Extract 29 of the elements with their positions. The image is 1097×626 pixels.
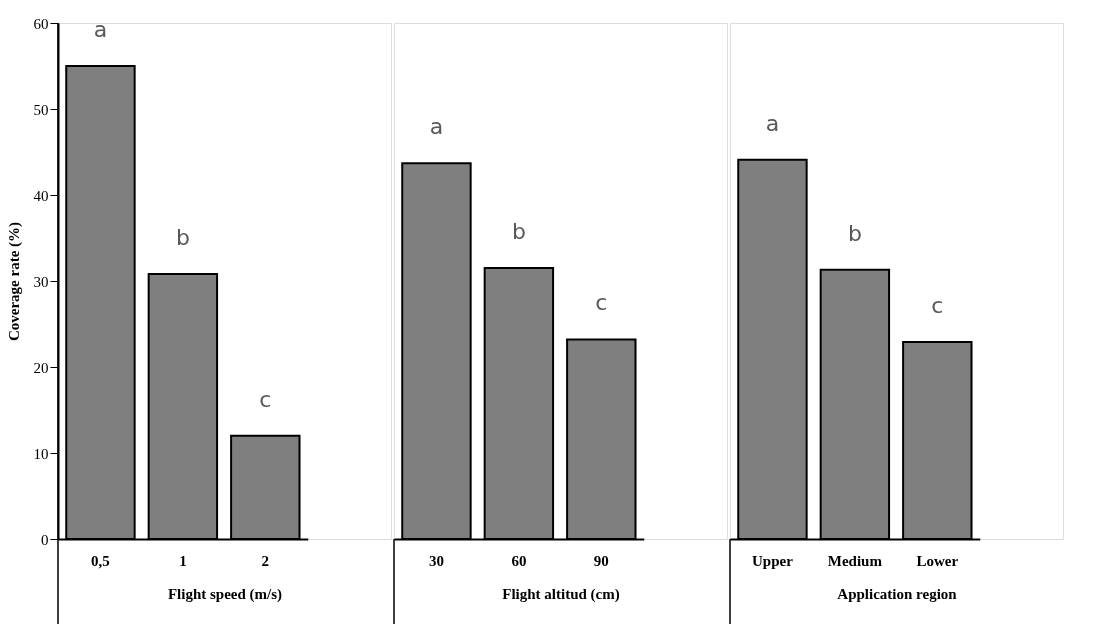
x-tick-label: 0,5 xyxy=(91,552,110,569)
y-tick-label: 30 xyxy=(33,273,49,290)
annotation: c xyxy=(931,293,944,319)
x-tick-label: 2 xyxy=(261,552,270,569)
annotation: b xyxy=(847,220,862,246)
x-tick-label: Medium xyxy=(827,552,883,569)
x-tick-label: Lower xyxy=(916,552,959,569)
y-tick-label: 0 xyxy=(41,531,49,548)
y-tick-label: 20 xyxy=(33,359,49,376)
x-tick-label: Upper xyxy=(752,552,794,569)
x-axis-title: Flight speed (m/s) xyxy=(167,585,283,603)
annotation: a xyxy=(429,114,444,140)
x-axis-title: Application region xyxy=(837,585,958,602)
annotation: c xyxy=(595,290,608,316)
y-tick-label: 50 xyxy=(33,101,49,118)
y-tick-label: 40 xyxy=(33,187,49,204)
annotation: a xyxy=(93,17,108,42)
y-tick-label: 60 xyxy=(33,15,49,32)
y-tick-label: 10 xyxy=(33,445,49,462)
annotation: a xyxy=(765,110,780,136)
x-tick-label: 30 xyxy=(428,552,444,569)
y-axis-title: Coverage rate (%) xyxy=(5,221,23,342)
annotation: b xyxy=(175,225,190,251)
x-tick-label: 60 xyxy=(511,552,527,569)
annotation: b xyxy=(511,219,526,245)
x-tick-label: 90 xyxy=(593,552,609,569)
x-axis-title: Flight altitud (cm) xyxy=(502,585,620,603)
annotation: c xyxy=(259,386,272,412)
x-tick-label: 1 xyxy=(179,552,187,569)
